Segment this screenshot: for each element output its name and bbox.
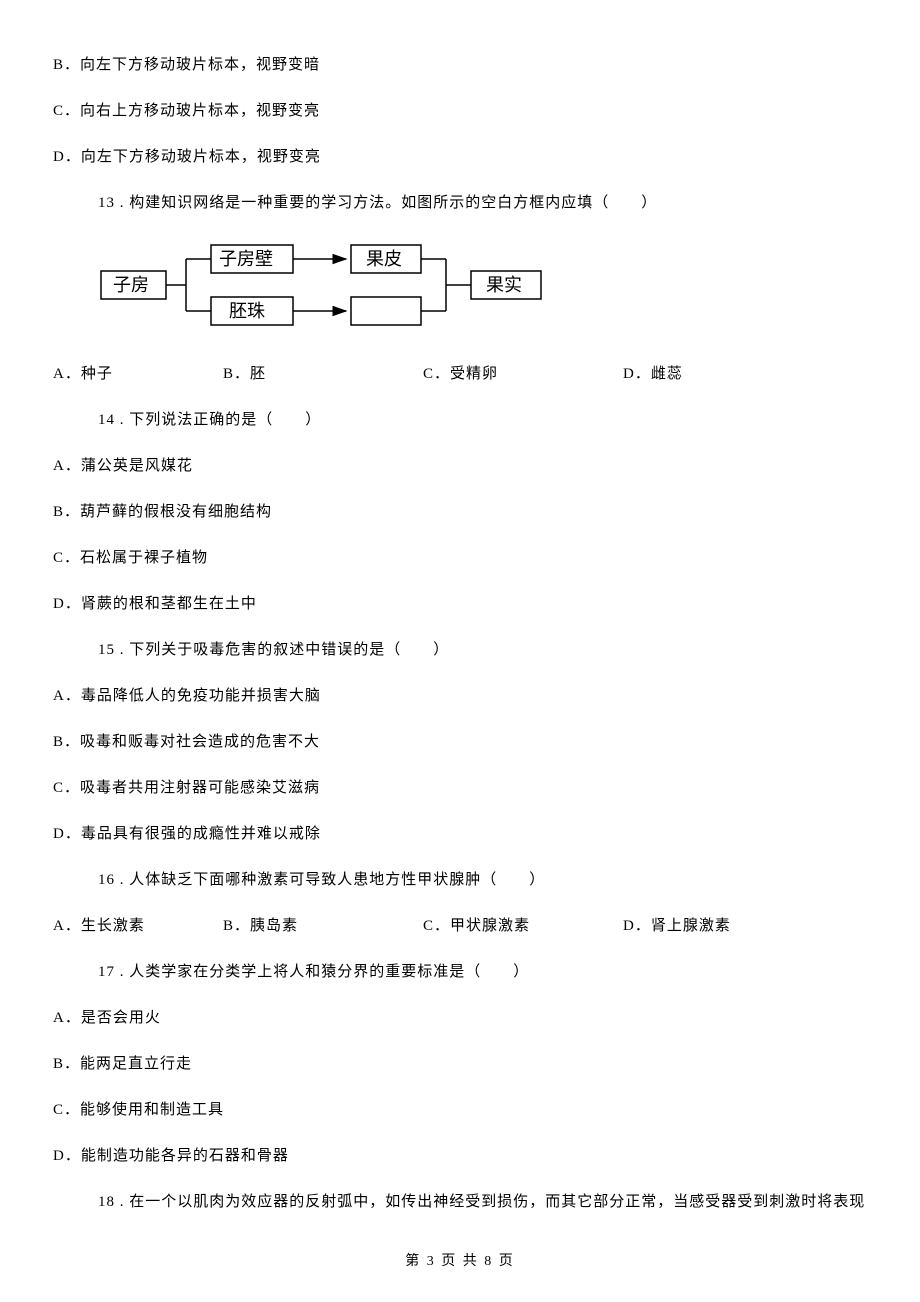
diagram-node4: 果皮: [366, 249, 402, 269]
q14-opt-d: D．肾蕨的根和茎都生在土中: [53, 594, 867, 615]
diagram-node1: 子房: [113, 275, 149, 295]
q17-stem: 17 . 人类学家在分类学上将人和猿分界的重要标准是（ ）: [98, 962, 867, 983]
q15-opt-a: A．毒品降低人的免疫功能并损害大脑: [53, 686, 867, 707]
q13-opt-a: A．种子: [53, 364, 223, 385]
q15-opt-c: C．吸毒者共用注射器可能感染艾滋病: [53, 778, 867, 799]
q17-opt-c: C．能够使用和制造工具: [53, 1100, 867, 1121]
prev-option-d: D．向左下方移动玻片标本，视野变亮: [53, 147, 867, 168]
q16-stem: 16 . 人体缺乏下面哪种激素可导致人患地方性甲状腺肿（ ）: [98, 870, 867, 891]
q13-opt-d: D．雌蕊: [623, 364, 683, 385]
q18-stem: 18 . 在一个以肌肉为效应器的反射弧中，如传出神经受到损伤，而其它部分正常，当…: [98, 1192, 867, 1213]
q13-options: A．种子 B．胚 C．受精卵 D．雌蕊: [53, 364, 867, 385]
q13-stem: 13 . 构建知识网络是一种重要的学习方法。如图所示的空白方框内应填（ ）: [98, 193, 867, 214]
q17-opt-b: B．能两足直立行走: [53, 1054, 867, 1075]
q13-opt-b: B．胚: [223, 364, 423, 385]
q14-opt-c: C．石松属于裸子植物: [53, 548, 867, 569]
q17-opt-d: D．能制造功能各异的石器和骨器: [53, 1146, 867, 1167]
prev-option-b: B．向左下方移动玻片标本，视野变暗: [53, 55, 867, 76]
q16-opt-a: A．生长激素: [53, 916, 223, 937]
q17-opt-a: A．是否会用火: [53, 1008, 867, 1029]
q16-opt-c: C．甲状腺激素: [423, 916, 623, 937]
q16-opt-b: B．胰岛素: [223, 916, 423, 937]
q16-options: A．生长激素 B．胰岛素 C．甲状腺激素 D．肾上腺激素: [53, 916, 867, 937]
q14-stem: 14 . 下列说法正确的是（ ）: [98, 410, 867, 431]
q14-opt-b: B．葫芦藓的假根没有细胞结构: [53, 502, 867, 523]
q15-stem: 15 . 下列关于吸毒危害的叙述中错误的是（ ）: [98, 640, 867, 661]
q13-diagram: 子房 子房壁 胚珠 果皮 果实: [91, 239, 867, 336]
q15-opt-b: B．吸毒和贩毒对社会造成的危害不大: [53, 732, 867, 753]
diagram-node3: 胚珠: [229, 301, 265, 321]
q13-opt-c: C．受精卵: [423, 364, 623, 385]
q16-opt-d: D．肾上腺激素: [623, 916, 731, 937]
page-footer: 第 3 页 共 8 页: [0, 1252, 920, 1272]
q14-opt-a: A．蒲公英是风媒花: [53, 456, 867, 477]
q15-opt-d: D．毒品具有很强的成瘾性并难以戒除: [53, 824, 867, 845]
diagram-node5: 果实: [486, 275, 522, 295]
prev-option-c: C．向右上方移动玻片标本，视野变亮: [53, 101, 867, 122]
diagram-node2: 子房壁: [219, 249, 273, 269]
